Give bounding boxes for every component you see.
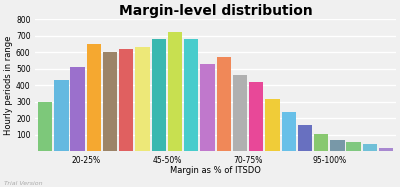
Bar	[103, 52, 117, 151]
Bar	[249, 82, 263, 151]
Bar	[136, 47, 150, 151]
Bar	[346, 142, 361, 151]
Bar	[233, 75, 247, 151]
Bar	[298, 125, 312, 151]
Bar	[38, 102, 52, 151]
Bar	[330, 140, 344, 151]
Bar	[119, 49, 134, 151]
Bar	[152, 39, 166, 151]
Bar	[363, 144, 377, 151]
Bar	[379, 148, 393, 151]
X-axis label: Margin as % of ITSDO: Margin as % of ITSDO	[170, 166, 261, 175]
Bar	[200, 64, 215, 151]
Text: Trial Version: Trial Version	[4, 181, 43, 186]
Y-axis label: Hourly periods in range: Hourly periods in range	[4, 36, 13, 135]
Bar	[217, 57, 231, 151]
Bar	[184, 39, 198, 151]
Bar	[168, 32, 182, 151]
Title: Margin-level distribution: Margin-level distribution	[119, 4, 312, 18]
Bar	[314, 134, 328, 151]
Bar	[87, 44, 101, 151]
Bar	[70, 67, 85, 151]
Bar	[54, 80, 68, 151]
Bar	[265, 99, 280, 151]
Bar	[282, 112, 296, 151]
